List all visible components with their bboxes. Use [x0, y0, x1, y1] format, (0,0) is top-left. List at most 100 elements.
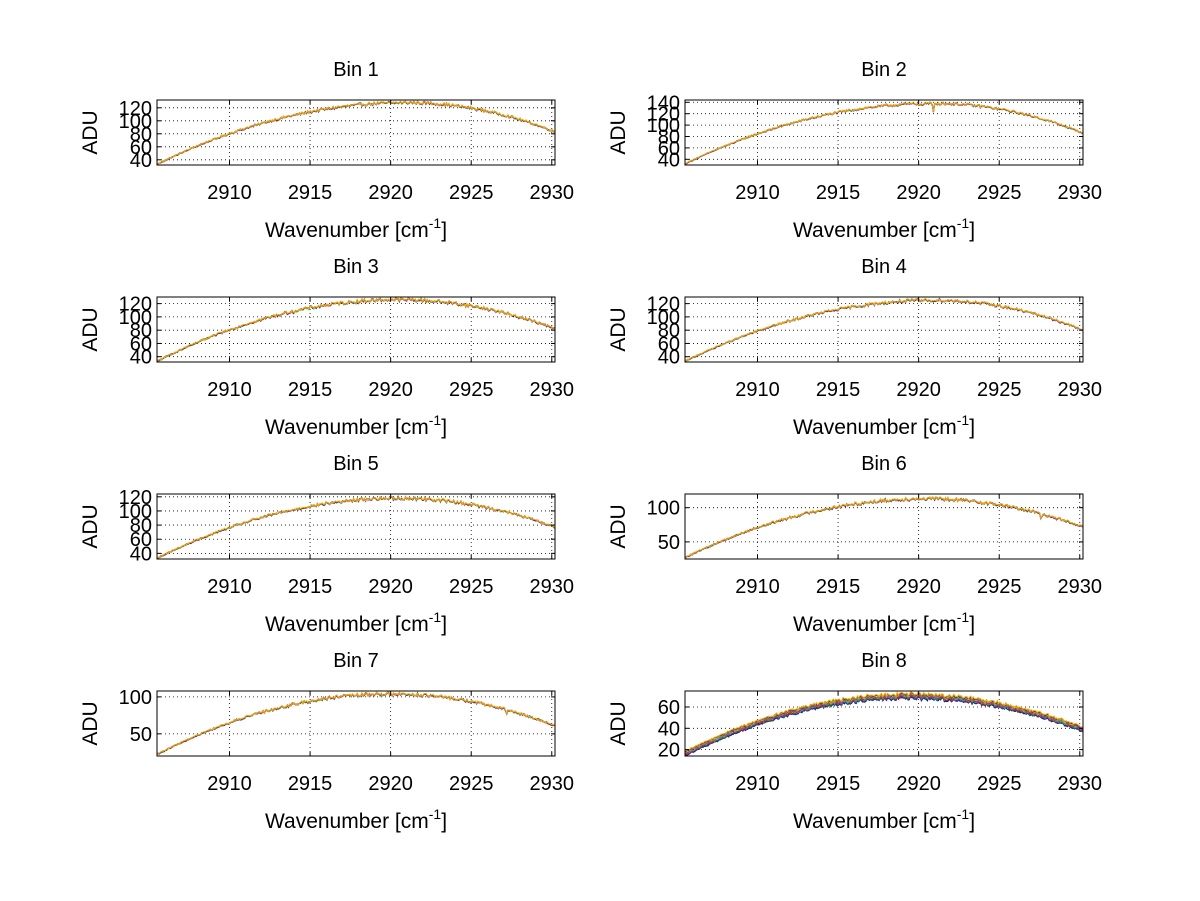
x-tick-label: 2930 [530, 773, 575, 795]
x-tick-label: 2915 [288, 576, 333, 598]
axes-box [156, 296, 556, 363]
y-tick-label: 100 [119, 687, 152, 709]
series-line-8 [685, 297, 1083, 362]
y-axis-label: ADU [607, 307, 630, 351]
y-axis-label: ADU [79, 504, 102, 548]
y-tick-label: 60 [130, 529, 152, 551]
axes-box [684, 99, 1084, 166]
y-tick-label: 60 [658, 333, 680, 355]
series-line-8 [157, 495, 555, 559]
y-tick-label: 50 [658, 532, 680, 554]
axes-box [684, 493, 1084, 560]
x-tick-label: 2920 [368, 773, 413, 795]
x-tick-label: 2930 [1058, 182, 1103, 204]
x-tick-label: 2915 [288, 773, 333, 795]
series-line-8 [685, 495, 1083, 559]
x-tick-label: 2930 [1058, 773, 1103, 795]
y-tick-label: 100 [647, 115, 680, 137]
y-tick-label: 100 [119, 307, 152, 329]
y-tick-label: 100 [119, 111, 152, 133]
x-tick-label: 2920 [368, 576, 413, 598]
subplot-title: Bin 6 [861, 453, 907, 475]
axes-box [684, 296, 1084, 363]
y-tick-label: 60 [130, 333, 152, 355]
x-axis-label-main: Wavenumber [cm [793, 416, 957, 439]
y-axis-label: ADU [79, 110, 102, 154]
subplot-title: Bin 1 [333, 59, 379, 81]
x-axis-label-main: Wavenumber [cm [265, 613, 429, 636]
y-tick-label: 80 [658, 320, 680, 342]
subplot-title: Bin 5 [333, 453, 379, 475]
series-line-8 [157, 100, 555, 165]
subplot-title: Bin 8 [861, 650, 907, 672]
x-tick-label: 2930 [1058, 379, 1103, 401]
x-axis-label-sup: -1 [957, 806, 970, 822]
y-tick-label: 120 [647, 104, 680, 126]
x-axis-label-end: ] [441, 416, 447, 439]
x-tick-label: 2925 [449, 773, 494, 795]
x-axis-label-main: Wavenumber [cm [793, 219, 957, 242]
x-axis-label-sup: -1 [429, 806, 442, 822]
x-axis-label-main: Wavenumber [cm [265, 810, 429, 833]
plot-area [157, 691, 555, 756]
x-axis-label-sup: -1 [957, 215, 970, 231]
series-line-8 [157, 297, 555, 362]
y-tick-label: 80 [130, 124, 152, 146]
y-axis-label: ADU [79, 701, 102, 745]
x-axis-label-end: ] [441, 219, 447, 242]
x-tick-label: 2910 [735, 182, 780, 204]
plot-area [157, 100, 555, 165]
x-axis-label-sup: -1 [429, 609, 442, 625]
x-tick-label: 2920 [368, 182, 413, 204]
x-tick-label: 2910 [735, 576, 780, 598]
plot-area [685, 100, 1083, 165]
y-tick-label: 40 [130, 347, 152, 369]
y-tick-label: 120 [119, 98, 152, 120]
x-tick-label: 2925 [977, 379, 1022, 401]
x-tick-label: 2930 [530, 576, 575, 598]
x-tick-label: 2915 [816, 773, 861, 795]
x-tick-label: 2925 [449, 379, 494, 401]
x-axis-label-end: ] [441, 810, 447, 833]
y-tick-label: 100 [647, 307, 680, 329]
x-tick-label: 2920 [896, 379, 941, 401]
x-tick-label: 2925 [449, 182, 494, 204]
x-tick-label: 2915 [816, 576, 861, 598]
subplot-bin-6: 2910 2915 2920 2925 2930 50 100 Bin 6 Wavenumber… [607, 453, 1102, 636]
subplot-title: Bin 3 [333, 256, 379, 278]
x-tick-label: 2915 [288, 182, 333, 204]
x-axis-label: Wavenumber [cm-1] [265, 412, 447, 439]
x-axis-label: Wavenumber [cm-1] [793, 609, 975, 636]
x-tick-label: 2910 [207, 182, 252, 204]
y-axis-label: ADU [607, 701, 630, 745]
x-tick-label: 2925 [449, 576, 494, 598]
x-tick-label: 2920 [896, 182, 941, 204]
x-axis-label-sup: -1 [429, 412, 442, 428]
series-line-8 [157, 691, 555, 755]
x-tick-label: 2920 [368, 379, 413, 401]
x-axis-label-main: Wavenumber [cm [793, 810, 957, 833]
y-tick-label: 40 [130, 150, 152, 172]
x-axis-label-sup: -1 [429, 215, 442, 231]
subplot-title: Bin 7 [333, 650, 379, 672]
plot-area [685, 494, 1083, 559]
y-tick-label: 100 [119, 501, 152, 523]
plot-area [157, 297, 555, 362]
x-tick-label: 2910 [735, 773, 780, 795]
y-tick-label: 120 [119, 487, 152, 509]
x-tick-label: 2915 [816, 379, 861, 401]
x-tick-label: 2925 [977, 576, 1022, 598]
x-tick-label: 2910 [735, 379, 780, 401]
plot-area [157, 494, 555, 559]
x-tick-label: 2930 [530, 182, 575, 204]
y-tick-label: 40 [658, 718, 680, 740]
x-tick-label: 2930 [530, 379, 575, 401]
y-tick-label: 60 [658, 697, 680, 719]
x-axis-label: Wavenumber [cm-1] [265, 215, 447, 242]
